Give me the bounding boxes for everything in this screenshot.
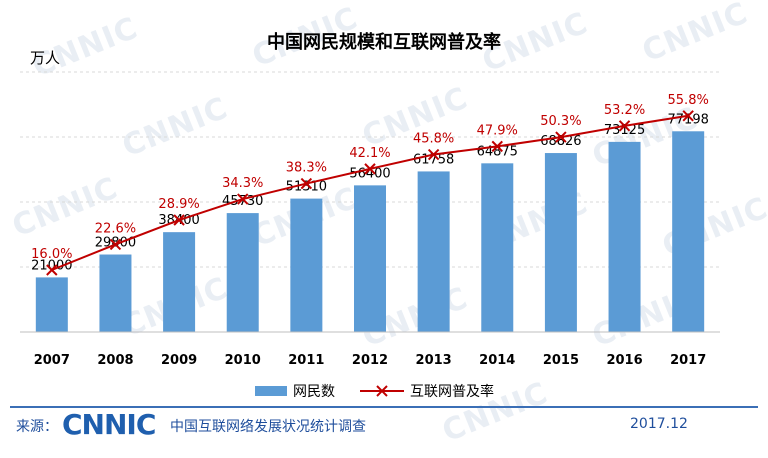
source-label: 来源： (16, 419, 58, 435)
rate-value-label: 50.3% (540, 114, 581, 129)
legend-line-marker (376, 385, 388, 397)
rate-value-label: 16.0% (31, 247, 72, 262)
rate-point (618, 120, 631, 132)
rate-point (427, 148, 440, 161)
rate-value-label: 38.3% (286, 161, 327, 176)
rate-point (364, 163, 376, 175)
x-tick-label: 2010 (225, 353, 261, 368)
x-tick-label: 2009 (161, 353, 197, 368)
bar (163, 232, 196, 332)
rate-point (682, 110, 694, 122)
rate-value-label: 45.8% (413, 132, 454, 147)
report-date: 2017.12 (630, 416, 688, 432)
survey-name: 中国互联网络发展状况统计调查 (170, 419, 366, 435)
bar-value-label: 45730 (222, 194, 263, 209)
rate-point (491, 140, 503, 153)
x-tick-label: 2007 (34, 353, 70, 368)
bar (354, 185, 386, 332)
bar-value-label: 73125 (604, 123, 645, 138)
bar (608, 141, 641, 332)
rate-point (109, 238, 122, 251)
x-tick-label: 2008 (97, 353, 133, 368)
rate-value-label: 28.9% (158, 197, 199, 212)
cnnic-logo: CNNIC (62, 408, 156, 441)
rate-point (173, 214, 185, 226)
rate-value-label: 53.2% (604, 103, 645, 118)
bar-value-label: 51310 (286, 180, 327, 195)
bar (99, 254, 132, 332)
bar-value-label: 56400 (349, 166, 390, 181)
rate-value-label: 47.9% (477, 123, 518, 138)
y-axis-unit-label: 万人 (30, 49, 61, 67)
rate-point (237, 193, 249, 205)
bar (226, 213, 259, 332)
x-tick-label: 2015 (543, 353, 579, 368)
legend-line-label: 互联网普及率 (410, 383, 494, 400)
rate-point (300, 177, 313, 190)
legend-bar-label: 网民数 (293, 384, 335, 400)
rate-point (46, 264, 58, 276)
bar (544, 153, 577, 332)
x-tick-label: 2012 (352, 353, 388, 368)
rate-value-label: 55.8% (668, 93, 709, 108)
x-tick-label: 2017 (670, 353, 706, 368)
legend-bar-swatch (255, 386, 287, 396)
bar-value-label: 21000 (31, 258, 72, 273)
x-tick-label: 2014 (479, 353, 515, 368)
x-tick-label: 2013 (416, 353, 452, 368)
bar (290, 198, 323, 332)
chart-area: 2100029800384004573051310564006175864875… (20, 71, 720, 400)
rate-value-label: 34.3% (222, 176, 263, 191)
bar-value-label: 77198 (668, 112, 709, 127)
bar (35, 277, 68, 332)
rate-point (555, 131, 567, 143)
rate-value-label: 22.6% (95, 221, 136, 236)
x-tick-label: 2016 (606, 353, 642, 368)
x-tick-label: 2011 (288, 353, 324, 368)
bar (417, 171, 450, 332)
bar (672, 131, 705, 332)
chart-title: 中国网民规模和互联网普及率 (267, 32, 501, 53)
bar (481, 163, 514, 332)
rate-value-label: 42.1% (349, 146, 390, 161)
footer-divider (10, 406, 758, 408)
